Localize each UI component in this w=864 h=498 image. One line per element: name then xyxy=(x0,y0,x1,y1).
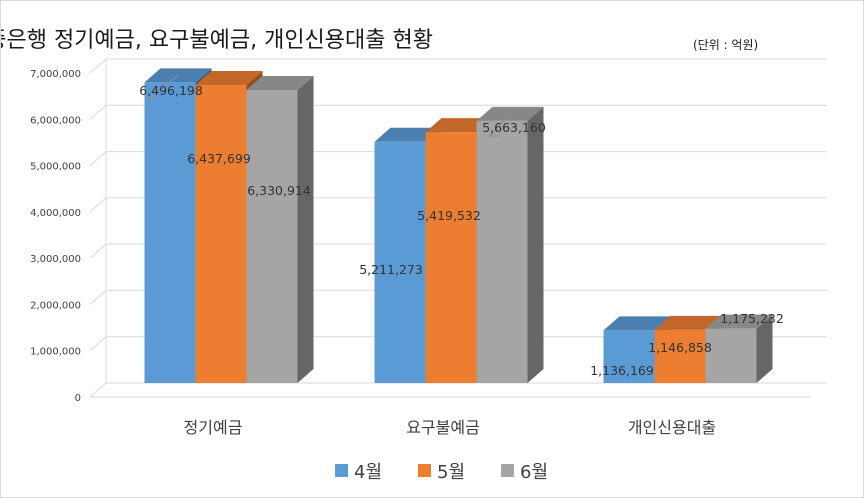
bar-side xyxy=(527,106,544,384)
bar-front xyxy=(144,82,196,383)
legend-label: 5월 xyxy=(437,462,465,483)
data-label: 6,437,699 xyxy=(187,151,251,166)
bar-front xyxy=(246,89,298,384)
x-axis-ticks: 정기예금 요구불예금 개인신용대출 xyxy=(184,418,717,437)
gridline-diagonal xyxy=(89,58,107,74)
y-tick-label: 5,000,000 xyxy=(30,162,81,173)
bar-1-2 xyxy=(476,106,544,384)
data-label-leader xyxy=(488,113,511,137)
bar-top xyxy=(195,71,263,86)
bar-front xyxy=(705,328,757,383)
y-tick-label: 0 xyxy=(75,393,81,404)
legend-item: 5월 xyxy=(418,462,465,483)
x-tick-label: 요구불예금 xyxy=(406,418,480,437)
legend: 4월 5월 6월 xyxy=(335,462,548,483)
bar-front xyxy=(425,132,477,383)
y-tick-label: 2,000,000 xyxy=(30,300,81,311)
gridline-diagonal xyxy=(89,336,107,352)
y-tick-label: 7,000,000 xyxy=(30,69,81,80)
bar-layer xyxy=(144,68,773,384)
bar-front xyxy=(654,329,706,383)
bar-front xyxy=(603,330,655,383)
gridline-diagonal xyxy=(89,104,107,120)
gridline-diagonal xyxy=(89,151,107,166)
data-label: 6,330,914 xyxy=(247,183,311,198)
y-tick-label: 3,000,000 xyxy=(30,254,81,265)
x-tick-label: 정기예금 xyxy=(184,418,243,437)
data-label: 1,136,169 xyxy=(590,363,654,378)
x-tick-label: 개인신용대출 xyxy=(628,418,716,437)
y-tick-label: 4,000,000 xyxy=(30,208,81,219)
bar-top xyxy=(246,75,314,90)
legend-item: 6월 xyxy=(501,462,548,483)
chart-subtitle: (단위 : 억원) xyxy=(693,38,758,52)
bar-front xyxy=(476,120,528,384)
bar-0-2 xyxy=(246,75,314,384)
legend-swatch xyxy=(418,464,431,477)
bar-front xyxy=(195,85,247,384)
data-label: 1,146,858 xyxy=(648,340,712,355)
legend-swatch xyxy=(335,464,348,477)
bar-top xyxy=(425,118,493,133)
legend-item: 4월 xyxy=(335,462,382,483)
gridline-diagonal xyxy=(89,243,107,259)
data-label-leader xyxy=(727,321,740,328)
data-label: 6,496,198 xyxy=(139,83,203,98)
data-label: 5,663,160 xyxy=(482,120,546,135)
data-label: 5,419,532 xyxy=(417,208,481,223)
data-label-leader xyxy=(145,74,179,100)
data-label: 5,211,273 xyxy=(359,262,423,277)
y-tick-label: 1,000,000 xyxy=(30,347,81,358)
chart-title: 주요 시중은행 정기예금, 요구불예금, 개인신용대출 현황 xyxy=(1,28,433,53)
bar-front xyxy=(374,141,426,383)
bar-side xyxy=(756,314,773,383)
legend-label: 6월 xyxy=(520,462,548,483)
bar-top xyxy=(603,316,671,331)
bar-side xyxy=(297,75,314,384)
legend-label: 4월 xyxy=(354,462,382,483)
legend-swatch xyxy=(501,464,514,477)
gridline-diagonal xyxy=(89,290,107,305)
gridline-diagonal xyxy=(89,382,107,398)
bar-top xyxy=(654,315,722,330)
data-label: 1,175,232 xyxy=(720,311,784,326)
y-axis-ticks: 0 1,000,000 2,000,000 3,000,000 4,000,000 5,0… xyxy=(30,69,81,404)
data-label-layer: 6,496,198 6,437,699 6,330,914 5,211,273 5,41… xyxy=(139,74,784,378)
gridline-diagonal xyxy=(89,197,107,213)
bar-top xyxy=(374,127,442,142)
y-tick-label: 6,000,000 xyxy=(30,115,81,126)
